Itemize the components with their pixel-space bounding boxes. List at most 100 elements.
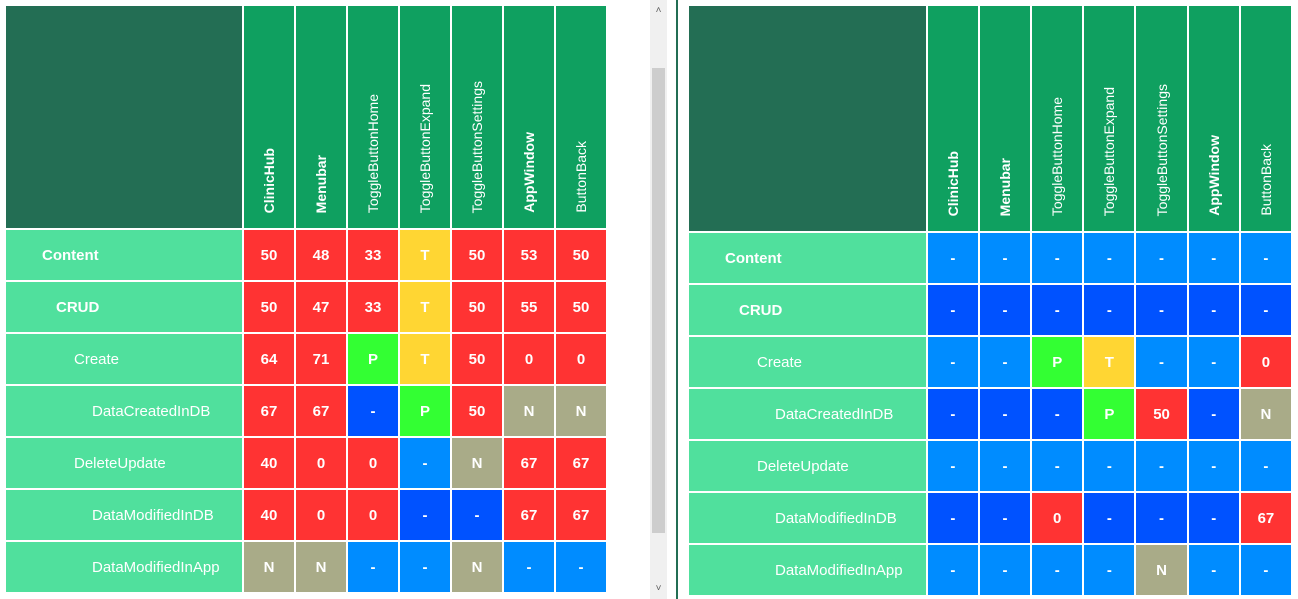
matrix-cell: 67	[502, 436, 556, 490]
matrix-cell: P	[1082, 387, 1137, 441]
matrix-cell: N	[294, 540, 348, 594]
matrix-cell: T	[398, 332, 452, 386]
matrix-cell: -	[1186, 335, 1241, 389]
matrix-cell: 67	[294, 384, 348, 438]
column-header-togglebuttonhome: ToggleButtonHome	[346, 4, 400, 230]
column-header-togglebuttonsettings: ToggleButtonSettings	[1134, 4, 1189, 233]
row-label: DataModifiedInApp	[4, 540, 244, 594]
matrix-cell: -	[1186, 231, 1241, 285]
table-row: Create 64 71 P T 50 0 0	[4, 332, 608, 386]
column-header-buttonback: ButtonBack	[554, 4, 608, 230]
matrix-cell: 0	[554, 332, 608, 386]
matrix-cell: P	[398, 384, 452, 438]
left-coverage-table: ClinicHub Menubar ToggleButtonHome ToggleBu…	[4, 4, 608, 594]
table-row: DataModifiedInApp - - - - N - -	[687, 543, 1294, 597]
matrix-cell: -	[925, 283, 980, 337]
right-coverage-table: ClinicHub Menubar ToggleButtonHome ToggleBu…	[687, 4, 1294, 597]
matrix-cell: 50	[450, 228, 504, 282]
column-header-label: ButtonBack	[573, 141, 589, 213]
matrix-cell: P	[1030, 335, 1085, 389]
table-row: DeleteUpdate 40 0 0- N 67 67	[4, 436, 608, 490]
row-label: DeleteUpdate	[4, 436, 244, 490]
matrix-cell: -	[1082, 283, 1137, 337]
table-row: CRUD - - - - - - -	[687, 283, 1294, 337]
corner-cell	[4, 4, 244, 230]
vertical-scrollbar[interactable]: ˄ ˅	[650, 0, 667, 599]
matrix-cell: T	[398, 280, 452, 334]
matrix-cell: 48	[294, 228, 348, 282]
column-header-appwindow: AppWindow	[1186, 4, 1241, 233]
table-row: Content - - - - - - -	[687, 231, 1294, 285]
row-label: DataModifiedInDB	[687, 491, 928, 545]
matrix-cell: 50	[554, 280, 608, 334]
row-label: Content	[4, 228, 244, 282]
matrix-cell: -	[1134, 231, 1189, 285]
column-header-label: ClinicHub	[261, 147, 277, 213]
column-header-togglebuttonhome: ToggleButtonHome	[1030, 4, 1085, 233]
chevron-down-icon[interactable]: ˅	[655, 583, 662, 594]
matrix-cell: -	[977, 387, 1033, 441]
matrix-cell: -	[1238, 543, 1294, 597]
matrix-cell: 50	[450, 280, 504, 334]
matrix-cell: -	[1134, 439, 1189, 493]
matrix-cell: 50	[554, 228, 608, 282]
matrix-cell: 0	[1030, 491, 1085, 545]
matrix-cell: -	[925, 491, 980, 545]
table-row: DataCreatedInDB - - - P 50- N	[687, 387, 1294, 441]
matrix-cell: -	[1082, 439, 1137, 493]
matrix-cell: -	[1030, 439, 1085, 493]
header-row: ClinicHub Menubar ToggleButtonHome ToggleBu…	[4, 4, 608, 230]
matrix-cell: N	[450, 436, 504, 490]
matrix-cell: N	[502, 384, 556, 438]
row-label: CRUD	[687, 283, 928, 337]
matrix-cell: -	[925, 543, 980, 597]
matrix-cell: N	[554, 384, 608, 438]
matrix-cell: -	[398, 540, 452, 594]
row-label: DataModifiedInDB	[4, 488, 244, 542]
matrix-cell: 67	[1238, 491, 1294, 545]
matrix-cell: -	[346, 540, 400, 594]
matrix-cell: N	[450, 540, 504, 594]
column-header-togglebuttonsettings: ToggleButtonSettings	[450, 4, 504, 230]
row-label: Create	[687, 335, 928, 389]
matrix-cell: 53	[502, 228, 556, 282]
column-header-label: Menubar	[313, 154, 329, 213]
matrix-cell: 50	[1134, 387, 1189, 441]
matrix-cell: 50	[450, 332, 504, 386]
matrix-cell: 71	[294, 332, 348, 386]
matrix-cell: -	[1238, 231, 1294, 285]
matrix-cell: -	[977, 283, 1033, 337]
matrix-cell: 33	[346, 228, 400, 282]
matrix-cell: 0	[294, 436, 348, 490]
column-header-label: ToggleButtonExpand	[417, 83, 433, 213]
matrix-cell: -	[977, 231, 1033, 285]
matrix-cell: -	[925, 231, 980, 285]
matrix-cell: -	[1134, 283, 1189, 337]
row-label: DataModifiedInApp	[687, 543, 928, 597]
table-row: DataModifiedInApp N N - - N - -	[4, 540, 608, 594]
panel-divider[interactable]	[676, 0, 678, 599]
corner-cell	[687, 4, 928, 233]
matrix-cell: 67	[554, 436, 608, 490]
matrix-cell: -	[977, 335, 1033, 389]
scrollbar-thumb[interactable]	[652, 68, 665, 533]
matrix-cell: -	[1238, 283, 1294, 337]
matrix-cell: -	[977, 439, 1033, 493]
matrix-cell: 50	[242, 280, 296, 334]
matrix-cell: -	[925, 387, 980, 441]
matrix-cell: -	[1082, 543, 1137, 597]
matrix-cell: -	[398, 436, 452, 490]
matrix-cell: -	[1030, 231, 1085, 285]
left-matrix-panel: ClinicHub Menubar ToggleButtonHome ToggleBu…	[4, 4, 608, 594]
matrix-cell: 0	[294, 488, 348, 542]
matrix-cell: -	[1030, 543, 1085, 597]
matrix-cell: -	[977, 491, 1033, 545]
column-header-label: Menubar	[997, 157, 1014, 216]
matrix-cell: P	[346, 332, 400, 386]
chevron-up-icon[interactable]: ˄	[655, 5, 662, 16]
matrix-cell: N	[1238, 387, 1294, 441]
column-header-clinichub: ClinicHub	[242, 4, 296, 230]
matrix-cell: -	[1134, 491, 1189, 545]
row-label: CRUD	[4, 280, 244, 334]
matrix-cell: 64	[242, 332, 296, 386]
